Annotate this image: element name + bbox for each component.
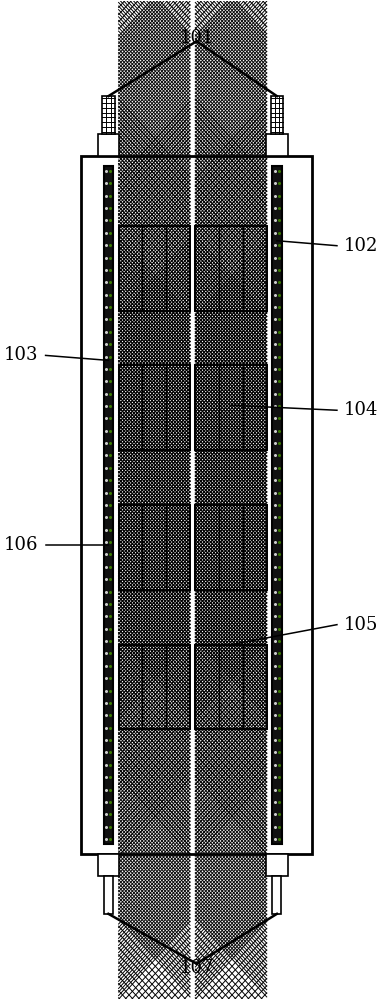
Bar xyxy=(102,96,115,134)
Text: 107: 107 xyxy=(179,959,214,977)
Bar xyxy=(272,166,282,844)
Bar xyxy=(104,876,113,914)
Bar xyxy=(119,226,190,311)
Bar xyxy=(119,505,190,590)
Bar xyxy=(81,156,312,854)
Text: 105: 105 xyxy=(344,616,378,634)
Text: 101: 101 xyxy=(179,29,214,47)
Bar xyxy=(119,505,190,590)
Bar xyxy=(266,134,288,156)
Bar xyxy=(195,645,267,729)
Bar xyxy=(272,876,281,914)
Bar xyxy=(195,645,267,729)
Bar xyxy=(119,365,190,450)
Bar xyxy=(104,166,113,844)
Bar xyxy=(266,854,288,876)
Text: 106: 106 xyxy=(4,536,38,554)
Bar xyxy=(119,645,190,729)
Bar xyxy=(98,854,119,876)
Bar xyxy=(98,134,119,156)
Bar xyxy=(195,226,267,311)
Bar xyxy=(195,226,267,311)
Text: 103: 103 xyxy=(4,346,38,364)
Bar xyxy=(119,645,190,729)
Bar xyxy=(119,365,190,450)
Bar xyxy=(271,96,283,134)
Bar xyxy=(195,365,267,450)
Bar xyxy=(195,365,267,450)
Text: 104: 104 xyxy=(344,401,378,419)
Text: 102: 102 xyxy=(344,237,378,255)
Bar xyxy=(195,505,267,590)
Bar xyxy=(119,226,190,311)
Bar xyxy=(195,505,267,590)
